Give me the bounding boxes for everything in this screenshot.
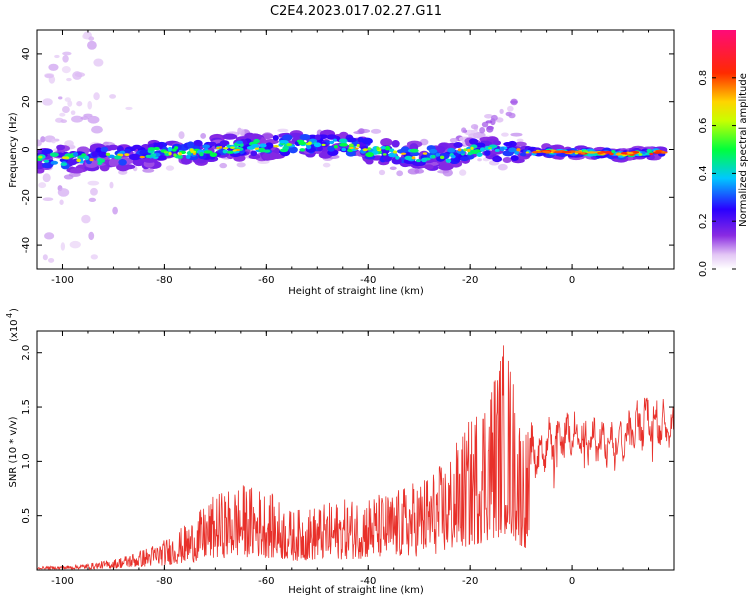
spectrogram-x-tick-label: -100: [51, 275, 74, 286]
snr-frame: [36, 330, 675, 571]
snr-y-multiplier-exponent: 4: [5, 313, 14, 318]
snr-y-multiplier-text: (x10: [9, 319, 20, 342]
spectrogram-y-tick-label: 0: [21, 146, 32, 152]
snr-y-multiplier: (x10 4 ): [5, 308, 20, 342]
spectrogram-y-tick-label: 40: [21, 48, 32, 61]
snr-y-tick-label: 1.5: [21, 399, 32, 415]
snr-y-tick-label: 2.0: [21, 345, 32, 361]
colorbar: [712, 30, 736, 269]
spectrogram-x-tick-label: -20: [462, 275, 478, 286]
snr-x-tick-label: -100: [51, 576, 74, 587]
snr-x-axis-label: Height of straight line (km): [288, 585, 424, 596]
snr-x-tick-label: -80: [156, 576, 172, 587]
spectrogram-y-tick-label: -40: [21, 237, 32, 253]
snr-y-multiplier-close: ): [9, 308, 20, 312]
colorbar-tick-label: 0.4: [698, 165, 709, 181]
spectrogram-y-ticks: 40 20 0 -20 -40: [21, 48, 674, 253]
spectrogram-x-ticks: -100 -80 -60 -40 -20 0: [36, 30, 675, 286]
colorbar-tick-label: 0.2: [698, 213, 709, 229]
spectrogram-x-tick-label: 0: [569, 275, 575, 286]
colorbar-tick-label: 0.6: [698, 118, 709, 134]
spectrogram-y-axis-label: Frequency (Hz): [8, 112, 19, 188]
colorbar-label: Normalized spectral amplitude: [738, 73, 749, 227]
snr-x-tick-label: -20: [462, 576, 478, 587]
snr-series-line: [37, 345, 674, 570]
snr-y-axis-label: SNR (10 * v/v): [8, 416, 19, 487]
snr-y-ticks: 0.5 1.0 1.5 2.0: [21, 345, 674, 524]
spectrogram-y-tick-label: -20: [21, 189, 32, 205]
spectrogram-heatmap: [37, 31, 668, 263]
snr-y-tick-label: 0.5: [21, 508, 32, 524]
snr-x-tick-label: -60: [258, 576, 274, 587]
snr-x-tick-label: -40: [360, 576, 376, 587]
spectrogram-y-tick-label: 20: [21, 95, 32, 108]
spectrogram-x-tick-label: -60: [258, 275, 274, 286]
colorbar-tick-label: 0.8: [698, 70, 709, 86]
colorbar-tick-label: 0.0: [698, 261, 709, 277]
figure-title: C2E4.2023.017.02.27.G11: [270, 4, 442, 19]
colorbar-ticks: 0.0 0.2 0.4 0.6 0.8: [698, 70, 736, 277]
spectrogram-x-tick-label: -40: [360, 275, 376, 286]
snr-y-tick-label: 1.0: [21, 453, 32, 469]
snr-x-tick-label: 0: [569, 576, 575, 587]
snr-x-ticks: -100 -80 -60 -40 -20 0: [36, 331, 675, 587]
spectrogram-x-axis-label: Height of straight line (km): [288, 286, 424, 297]
spectrogram-x-tick-label: -80: [156, 275, 172, 286]
